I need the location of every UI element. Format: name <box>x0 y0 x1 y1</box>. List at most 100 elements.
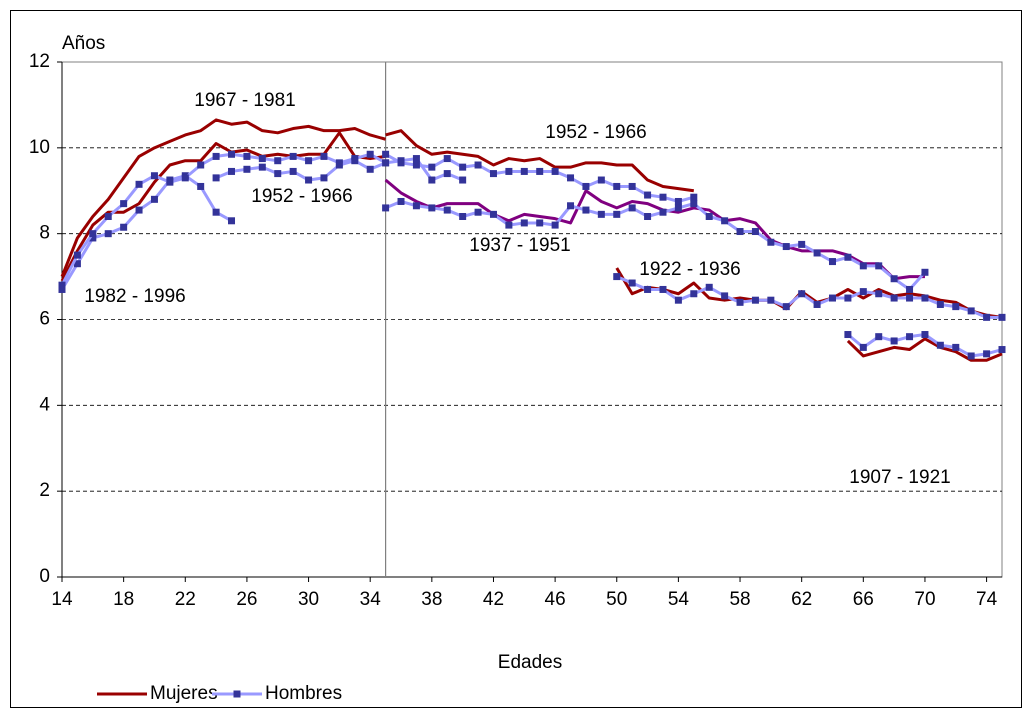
marker <box>906 285 914 293</box>
marker <box>736 298 744 306</box>
marker <box>443 170 451 178</box>
marker <box>906 294 914 302</box>
x-tick-label: 74 <box>976 589 998 610</box>
marker <box>628 182 636 190</box>
marker <box>921 268 929 276</box>
y-axis-label: Años <box>62 33 105 54</box>
annotation: 1982 - 1996 <box>84 286 185 307</box>
marker <box>875 290 883 298</box>
marker <box>366 165 374 173</box>
marker <box>952 303 960 311</box>
marker <box>690 290 698 298</box>
marker <box>489 170 497 178</box>
marker <box>644 285 652 293</box>
annotation: 1907 - 1921 <box>849 467 950 488</box>
annotation: 1937 - 1951 <box>469 235 570 256</box>
y-tick-label: 2 <box>39 480 50 501</box>
marker <box>936 300 944 308</box>
marker <box>505 167 513 175</box>
x-tick-label: 38 <box>421 589 442 610</box>
marker <box>397 159 405 167</box>
marker <box>289 152 297 160</box>
marker <box>890 275 898 283</box>
marker <box>875 333 883 341</box>
marker <box>474 161 482 169</box>
marker <box>813 300 821 308</box>
marker <box>58 285 66 293</box>
marker <box>212 208 220 216</box>
marker <box>875 262 883 270</box>
marker <box>274 170 282 178</box>
annotation: 1922 - 1936 <box>639 259 740 280</box>
marker <box>351 157 359 165</box>
marker <box>382 204 390 212</box>
x-tick-label: 30 <box>298 589 319 610</box>
marker <box>73 251 81 259</box>
marker <box>135 180 143 188</box>
marker <box>674 197 682 205</box>
x-tick-label: 26 <box>236 589 257 610</box>
series-line <box>60 118 387 278</box>
marker <box>644 213 652 220</box>
marker <box>567 202 575 210</box>
marker <box>212 152 220 160</box>
marker <box>921 294 929 302</box>
x-tick-label: 58 <box>729 589 750 610</box>
marker <box>767 296 775 304</box>
marker <box>459 163 467 171</box>
marker <box>936 341 944 349</box>
y-tick-label: 8 <box>39 223 50 244</box>
marker <box>73 260 81 268</box>
x-tick-label: 46 <box>545 589 566 610</box>
series-line <box>615 267 1003 319</box>
marker <box>859 343 867 351</box>
marker <box>58 281 66 289</box>
marker <box>443 206 451 214</box>
marker <box>798 240 806 248</box>
marker <box>721 217 729 225</box>
marker <box>289 167 297 175</box>
marker <box>135 206 143 214</box>
marker <box>751 296 759 304</box>
marker <box>489 210 497 218</box>
legend-label: Hombres <box>265 683 342 704</box>
marker <box>274 157 282 165</box>
marker <box>89 234 97 242</box>
marker <box>197 182 205 190</box>
marker <box>428 163 436 171</box>
marker <box>412 202 420 210</box>
marker <box>613 182 621 190</box>
marker <box>258 163 266 171</box>
marker <box>921 331 929 339</box>
series-line <box>846 337 1003 362</box>
marker <box>798 290 806 298</box>
marker <box>952 343 960 351</box>
x-tick-label: 14 <box>51 589 73 610</box>
marker <box>397 197 405 205</box>
y-tick-label: 4 <box>39 394 50 415</box>
marker <box>859 288 867 296</box>
marker <box>890 294 898 302</box>
marker <box>705 213 713 220</box>
marker <box>967 352 975 360</box>
marker <box>459 213 467 220</box>
marker <box>751 228 759 236</box>
marker <box>551 167 559 175</box>
series-line <box>60 142 233 282</box>
marker <box>659 285 667 293</box>
marker <box>536 219 544 227</box>
marker <box>366 150 374 158</box>
marker <box>243 165 251 173</box>
marker <box>721 292 729 300</box>
marker <box>228 150 236 158</box>
marker <box>828 294 836 302</box>
marker <box>428 176 436 184</box>
marker <box>983 350 991 358</box>
chart-frame <box>10 10 1022 708</box>
marker <box>243 152 251 160</box>
marker <box>844 331 852 339</box>
marker <box>505 221 513 229</box>
marker <box>459 176 467 184</box>
marker <box>181 174 189 182</box>
